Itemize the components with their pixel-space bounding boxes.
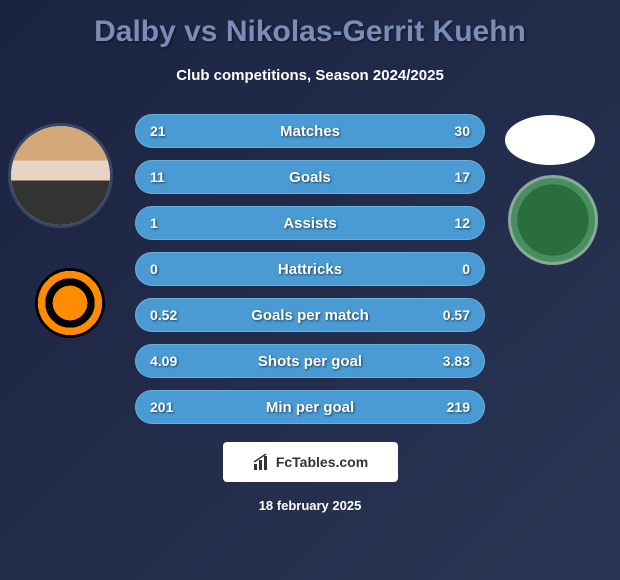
stat-right-value: 3.83 <box>443 353 470 369</box>
player-left-photo-inner <box>11 126 110 225</box>
club-logo-right <box>508 175 598 265</box>
stat-row: 1 Assists 12 <box>135 206 485 240</box>
stat-label: Assists <box>283 215 336 232</box>
season-subtitle: Club competitions, Season 2024/2025 <box>0 67 620 84</box>
stat-left-value: 21 <box>150 123 166 139</box>
stat-left-value: 0.52 <box>150 307 177 323</box>
stat-left-value: 1 <box>150 215 158 231</box>
chart-icon <box>252 452 272 472</box>
stat-row: 21 Matches 30 <box>135 114 485 148</box>
stat-right-value: 30 <box>454 123 470 139</box>
stat-label: Matches <box>280 123 340 140</box>
stat-right-value: 12 <box>454 215 470 231</box>
stat-row: 0.52 Goals per match 0.57 <box>135 298 485 332</box>
stat-label: Min per goal <box>266 399 354 416</box>
date-text: 18 february 2025 <box>0 498 620 513</box>
stat-left-value: 11 <box>150 169 165 185</box>
stat-label: Shots per goal <box>258 353 362 370</box>
stat-right-value: 219 <box>447 399 470 415</box>
club-logo-left <box>35 268 105 338</box>
stat-right-value: 0 <box>462 261 470 277</box>
stat-row: 0 Hattricks 0 <box>135 252 485 286</box>
stat-left-value: 0 <box>150 261 158 277</box>
brand-logo[interactable]: FcTables.com <box>223 442 398 482</box>
player-right-photo <box>505 115 595 165</box>
stat-right-value: 17 <box>454 169 470 185</box>
stat-left-value: 201 <box>150 399 173 415</box>
stat-left-value: 4.09 <box>150 353 177 369</box>
stat-row: 4.09 Shots per goal 3.83 <box>135 344 485 378</box>
stat-right-value: 0.57 <box>443 307 470 323</box>
stat-label: Goals <box>289 169 331 186</box>
brand-text: FcTables.com <box>276 454 368 470</box>
stats-container: 21 Matches 30 11 Goals 17 1 Assists 12 0… <box>135 114 485 424</box>
player-left-photo <box>8 123 113 228</box>
stat-row: 201 Min per goal 219 <box>135 390 485 424</box>
stat-label: Goals per match <box>251 307 369 324</box>
comparison-title: Dalby vs Nikolas-Gerrit Kuehn <box>0 15 620 49</box>
stat-row: 11 Goals 17 <box>135 160 485 194</box>
stat-label: Hattricks <box>278 261 342 278</box>
